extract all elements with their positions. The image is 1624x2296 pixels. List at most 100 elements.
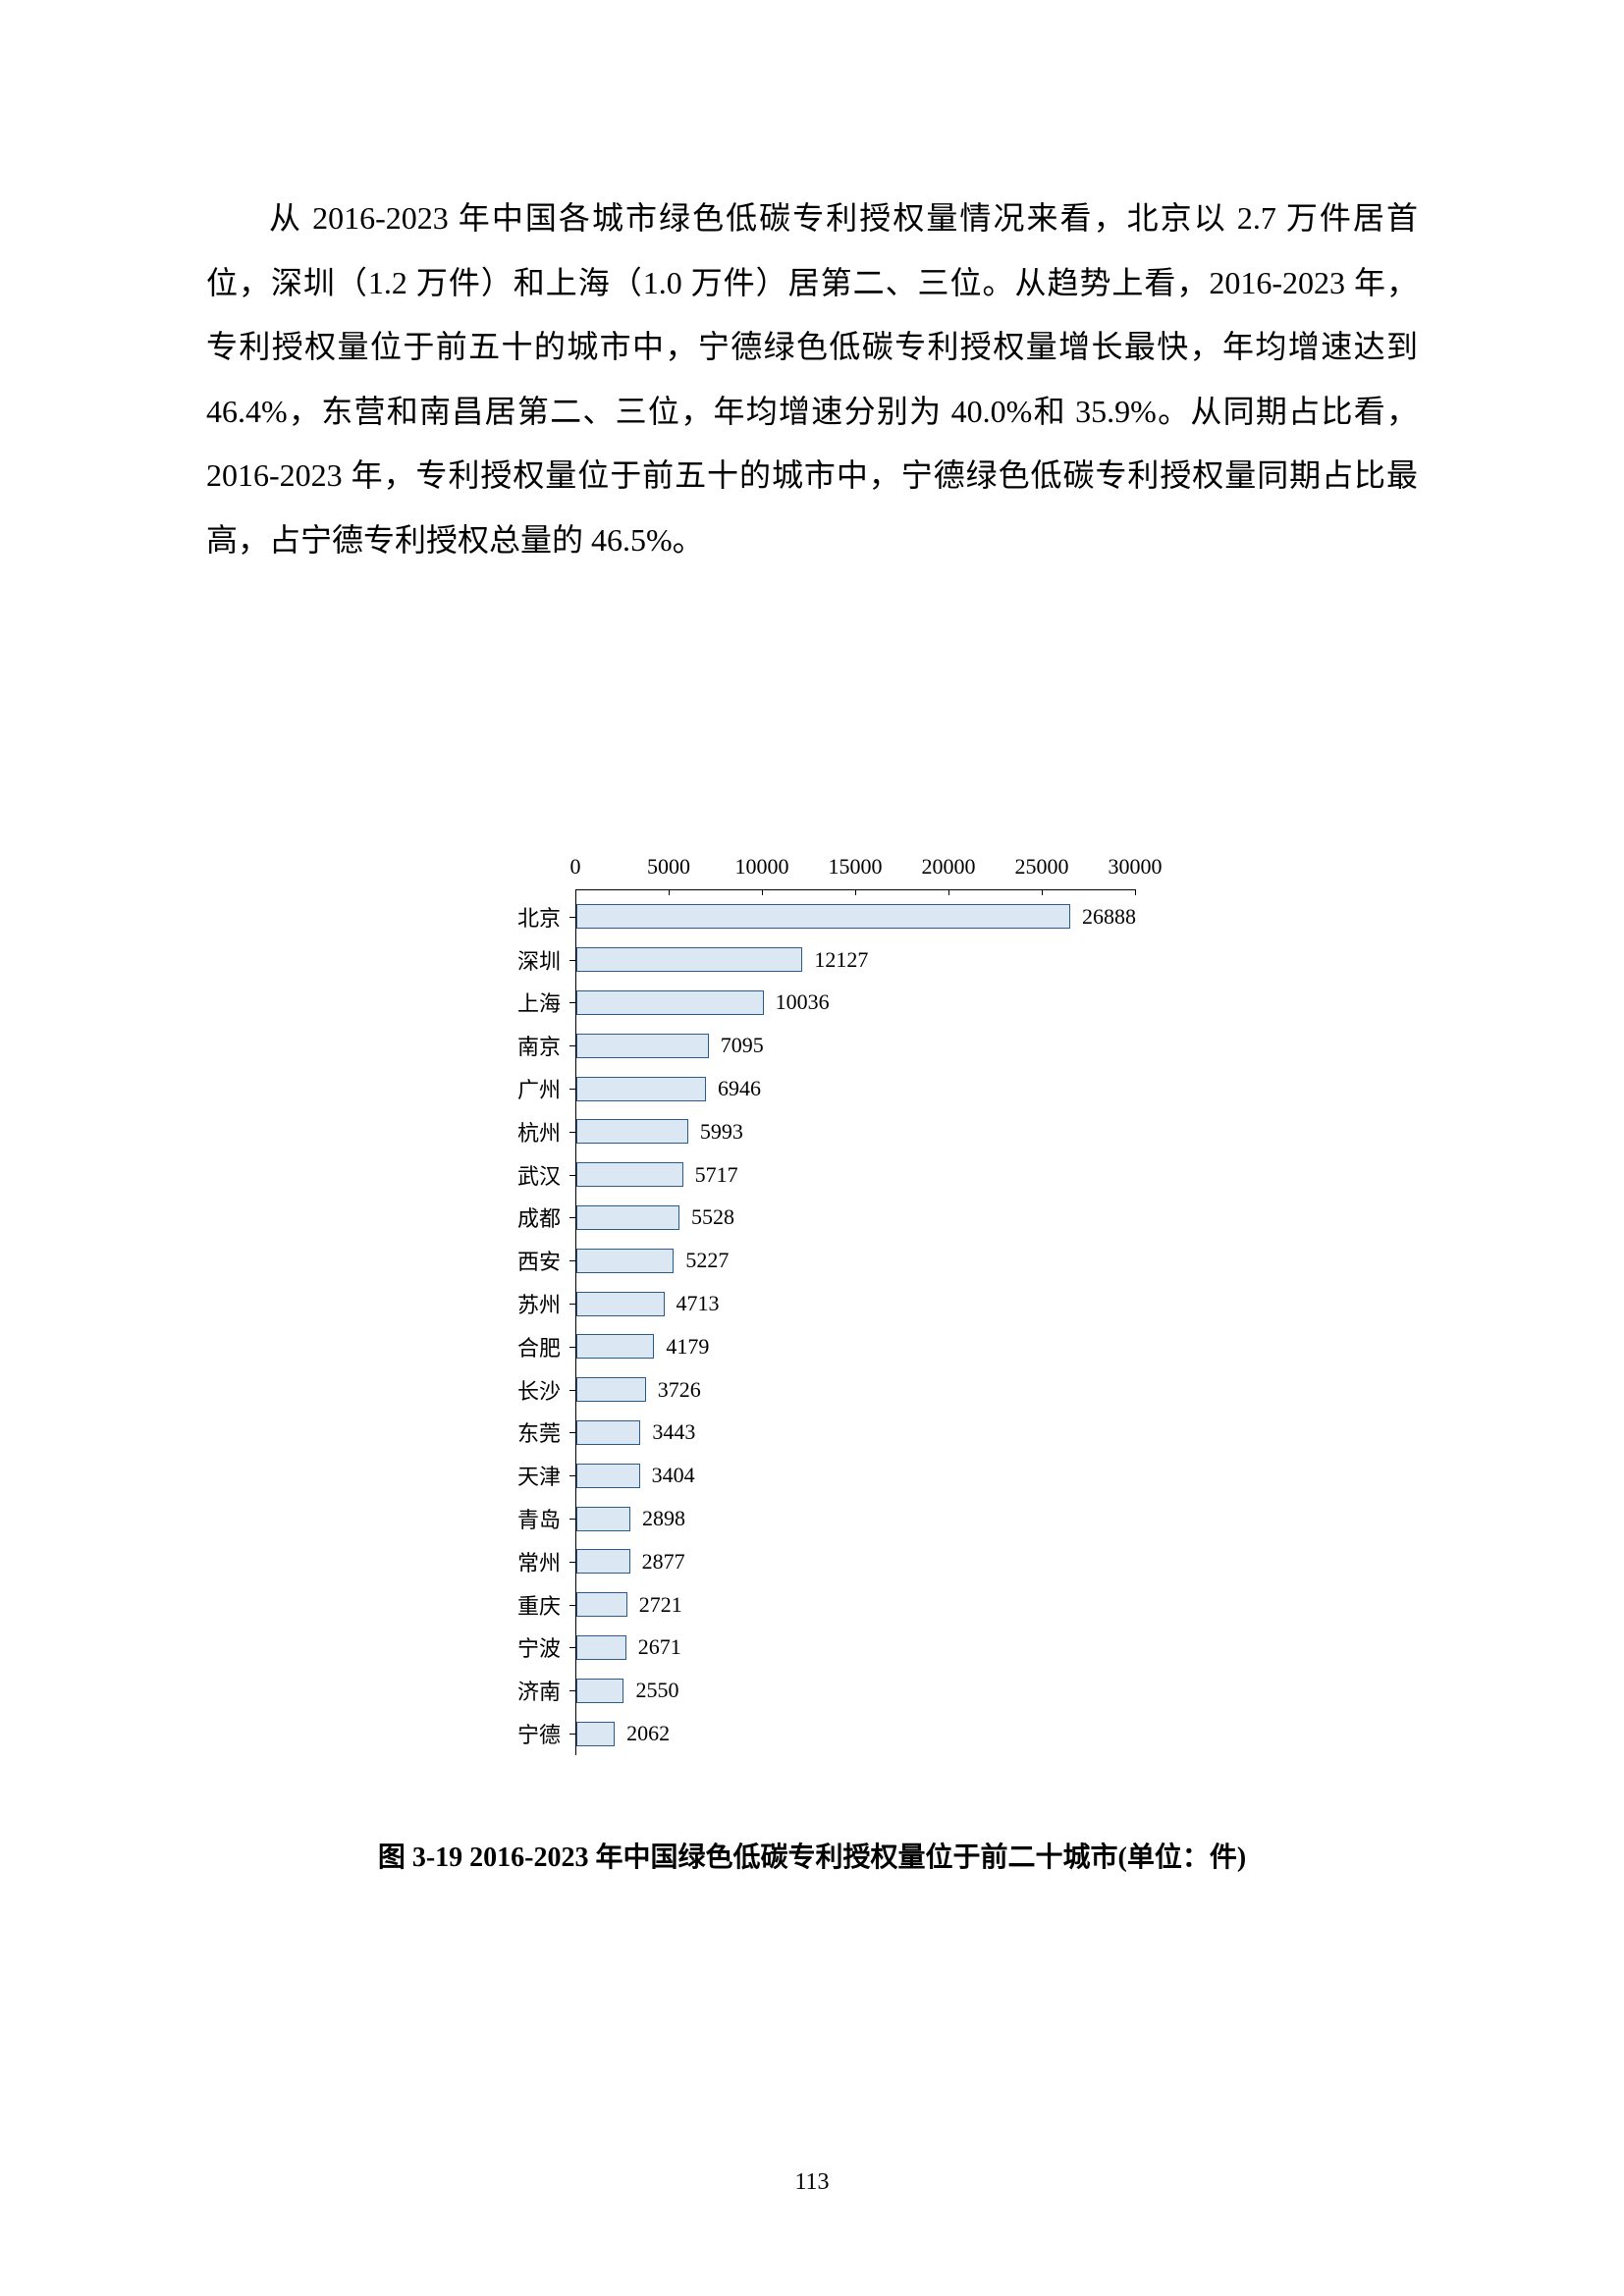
y-tick-mark [569, 960, 576, 961]
bar-row: 苏州4713 [576, 1282, 1136, 1325]
x-tick-label: 20000 [922, 854, 976, 880]
value-label: 5993 [700, 1119, 743, 1145]
y-tick-mark [569, 1260, 576, 1261]
value-label: 2721 [639, 1592, 682, 1618]
bar [576, 1205, 679, 1230]
bar-chart: 050001000015000200002500030000 北京26888深圳… [452, 854, 1178, 1755]
bar [576, 1420, 640, 1445]
y-tick-mark [569, 1304, 576, 1305]
bar-row: 青岛2898 [576, 1497, 1136, 1540]
bar [576, 990, 764, 1015]
bar [576, 1722, 615, 1746]
x-tick-label: 25000 [1015, 854, 1069, 880]
bar-row: 西安5227 [576, 1239, 1136, 1282]
value-label: 6946 [718, 1076, 761, 1101]
category-label: 重庆 [453, 1589, 561, 1621]
category-label: 上海 [453, 987, 561, 1018]
bar-row: 成都5528 [576, 1197, 1136, 1240]
value-label: 4179 [666, 1334, 709, 1360]
x-tick-label: 15000 [829, 854, 883, 880]
x-axis: 050001000015000200002500030000 [575, 854, 1135, 889]
value-label: 12127 [814, 947, 868, 973]
value-label: 10036 [776, 989, 830, 1015]
bar-row: 常州2877 [576, 1540, 1136, 1583]
bar [576, 1464, 640, 1488]
y-tick-mark [569, 1132, 576, 1133]
category-label: 合肥 [453, 1331, 561, 1362]
category-label: 杭州 [453, 1116, 561, 1148]
page: 从 2016-2023 年中国各城市绿色低碳专利授权量情况来看，北京以 2.7 … [0, 0, 1624, 2296]
y-tick-mark [569, 1390, 576, 1391]
bar [576, 1034, 709, 1058]
bar-row: 北京26888 [576, 895, 1136, 938]
x-tick-label: 5000 [647, 854, 690, 880]
bar-row: 宁德2062 [576, 1712, 1136, 1755]
y-tick-mark [569, 1432, 576, 1433]
category-label: 西安 [453, 1245, 561, 1276]
y-tick-mark [569, 1519, 576, 1520]
value-label: 4713 [677, 1291, 720, 1316]
bar [576, 1162, 683, 1187]
y-tick-mark [569, 1475, 576, 1476]
y-tick-mark [569, 1690, 576, 1691]
bar [576, 1292, 665, 1316]
bar [576, 1592, 627, 1617]
bar [576, 1249, 674, 1273]
y-tick-mark [569, 917, 576, 918]
bar [576, 1549, 630, 1574]
y-tick-mark [569, 1217, 576, 1218]
bar-row: 济南2550 [576, 1669, 1136, 1712]
value-label: 3726 [658, 1377, 701, 1403]
value-label: 2550 [635, 1678, 678, 1703]
bar [576, 1077, 706, 1101]
y-tick-mark [569, 1045, 576, 1046]
bar [576, 1507, 630, 1531]
category-label: 济南 [453, 1675, 561, 1706]
bar [576, 1334, 654, 1359]
category-label: 青岛 [453, 1503, 561, 1534]
bar [576, 947, 802, 972]
bar [576, 1377, 646, 1402]
category-label: 成都 [453, 1201, 561, 1233]
x-tick-label: 0 [570, 854, 581, 880]
value-label: 2062 [626, 1721, 670, 1746]
plot-area: 北京26888深圳12127上海10036南京7095广州6946杭州5993武… [575, 889, 1136, 1755]
bar-row: 上海10036 [576, 982, 1136, 1025]
bar-row: 宁波2671 [576, 1627, 1136, 1670]
y-tick-mark [569, 1347, 576, 1348]
y-tick-mark [569, 1089, 576, 1090]
bar [576, 1679, 623, 1703]
value-label: 7095 [721, 1033, 764, 1058]
y-tick-mark [569, 1562, 576, 1563]
y-tick-mark [569, 1734, 576, 1735]
category-label: 天津 [453, 1460, 561, 1491]
category-label: 广州 [453, 1073, 561, 1104]
value-label: 26888 [1082, 904, 1136, 930]
bar-row: 长沙3726 [576, 1368, 1136, 1412]
x-tick-label: 10000 [735, 854, 789, 880]
bar-row: 南京7095 [576, 1024, 1136, 1067]
bar-row: 天津3404 [576, 1454, 1136, 1497]
bar-row: 合肥4179 [576, 1325, 1136, 1368]
bar-row: 东莞3443 [576, 1412, 1136, 1455]
bar-row: 广州6946 [576, 1067, 1136, 1110]
value-label: 5717 [695, 1162, 738, 1188]
bar [576, 1119, 688, 1144]
category-label: 武汉 [453, 1159, 561, 1191]
paragraph-text: 从 2016-2023 年中国各城市绿色低碳专利授权量情况来看，北京以 2.7 … [206, 187, 1418, 573]
value-label: 5227 [685, 1248, 729, 1273]
category-label: 北京 [453, 901, 561, 933]
category-label: 东莞 [453, 1416, 561, 1448]
figure-caption: 图 3-19 2016-2023 年中国绿色低碳专利授权量位于前二十城市(单位：… [0, 1836, 1624, 1875]
category-label: 宁波 [453, 1631, 561, 1663]
bar [576, 1635, 626, 1660]
bar-row: 深圳12127 [576, 938, 1136, 982]
bar-row: 武汉5717 [576, 1153, 1136, 1197]
y-tick-mark [569, 1002, 576, 1003]
bar-row: 杭州5993 [576, 1110, 1136, 1153]
category-label: 南京 [453, 1030, 561, 1061]
value-label: 2671 [638, 1634, 681, 1660]
category-label: 常州 [453, 1546, 561, 1577]
value-label: 2898 [642, 1506, 685, 1531]
y-tick-mark [569, 1647, 576, 1648]
